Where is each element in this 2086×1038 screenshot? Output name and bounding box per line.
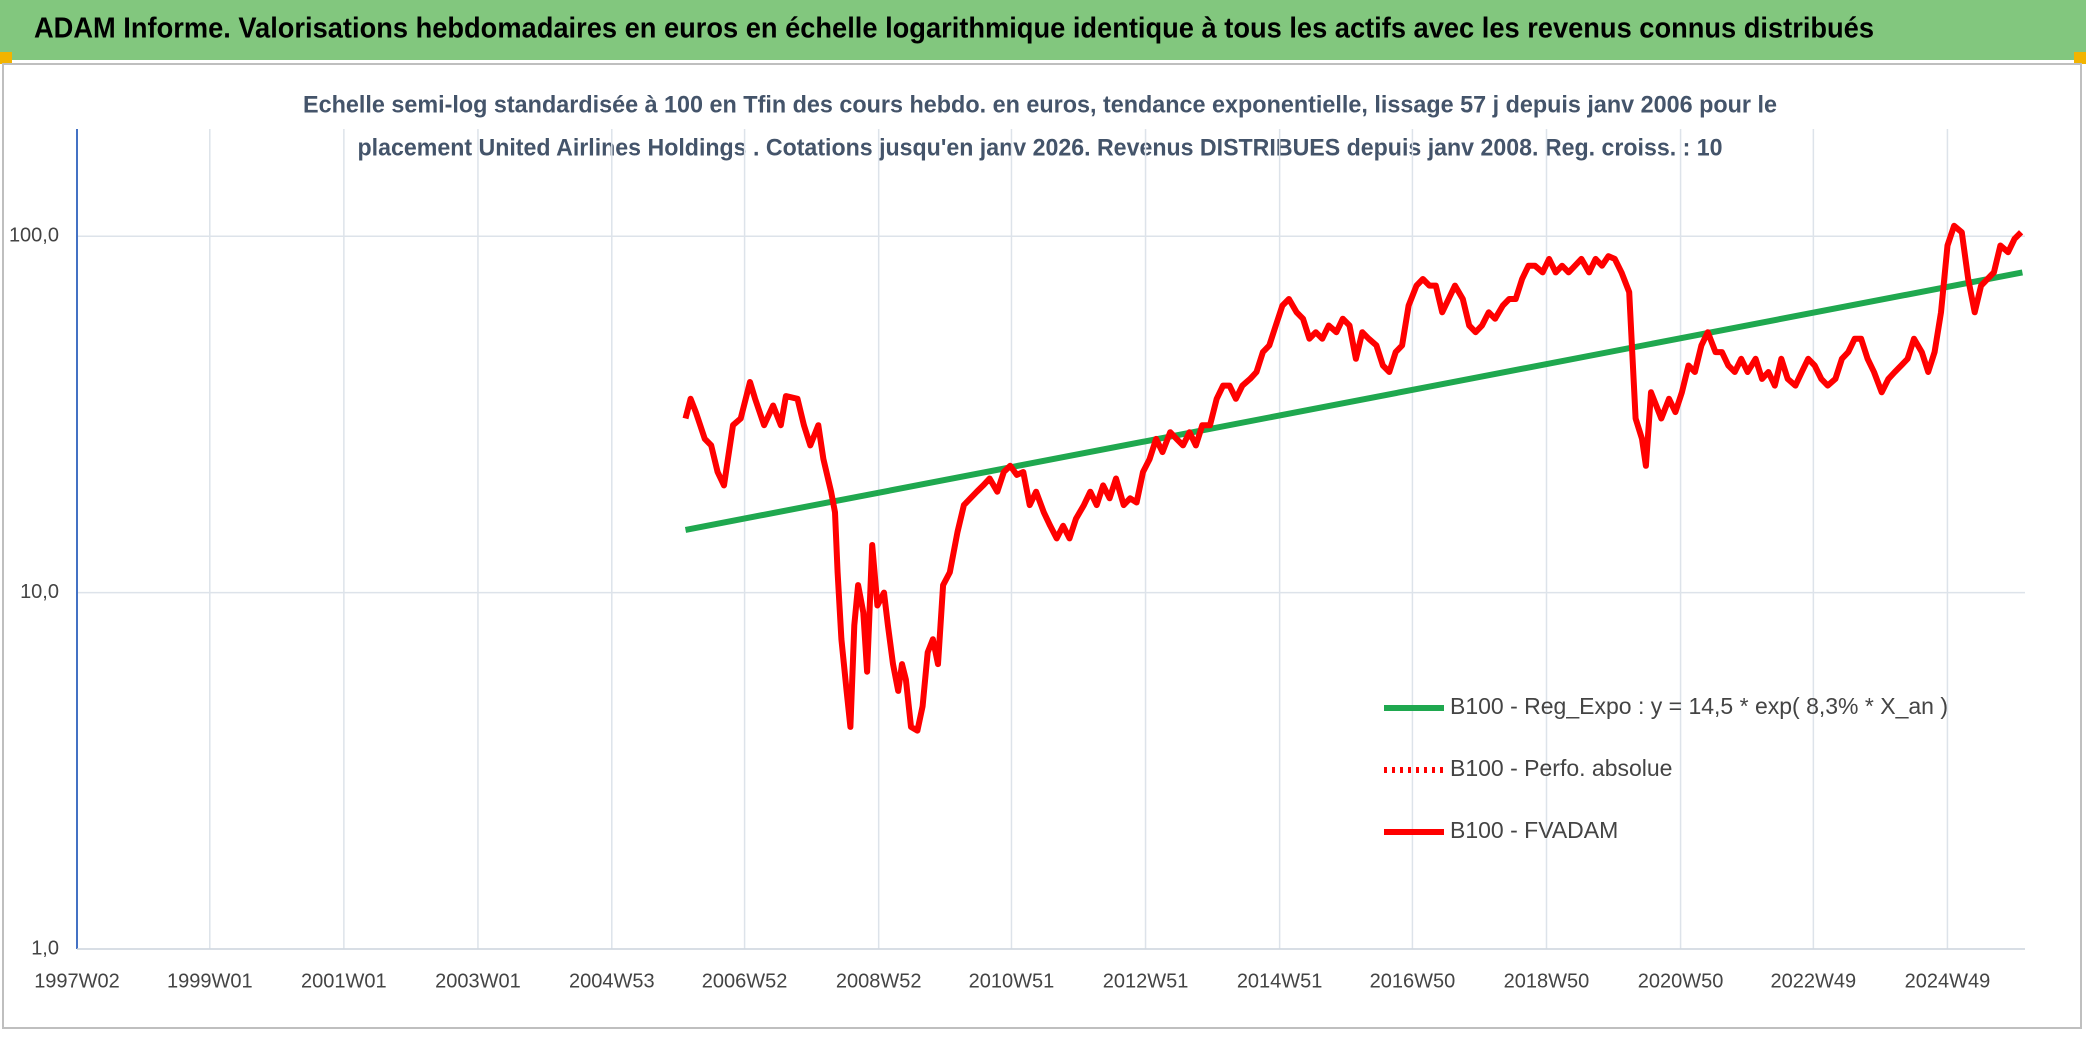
x-tick-label: 2024W49 — [1905, 970, 1991, 992]
x-tick-label: 2018W50 — [1504, 970, 1590, 992]
legend-label: B100 - FVADAM — [1450, 817, 1618, 843]
x-tick-label: 2014W51 — [1237, 970, 1323, 992]
chart-frame — [2, 63, 2082, 1029]
y-tick-label: 10,0 — [20, 581, 59, 603]
corner-left — [0, 52, 12, 64]
x-tick-label: 2006W52 — [702, 970, 788, 992]
x-tick-label: 1997W02 — [34, 970, 120, 992]
y-tick-label: 100,0 — [9, 225, 59, 247]
x-tick-label: 2010W51 — [969, 970, 1055, 992]
x-tick-label: 2016W50 — [1370, 970, 1456, 992]
x-tick-label: 1999W01 — [167, 970, 253, 992]
header-bar — [0, 0, 2086, 60]
x-tick-label: 2022W49 — [1771, 970, 1857, 992]
x-tick-label: 2012W51 — [1103, 970, 1189, 992]
x-tick-label: 2003W01 — [435, 970, 521, 992]
x-tick-label: 2004W53 — [569, 970, 655, 992]
x-tick-label: 2020W50 — [1638, 970, 1724, 992]
y-tick-label: 1,0 — [31, 937, 59, 959]
chart-subtitle: Echelle semi-log standardisée à 100 en T… — [303, 91, 1777, 118]
corner-right — [2074, 52, 2086, 64]
legend-label: B100 - Reg_Expo : y = 14,5 * exp( 8,3% *… — [1450, 693, 1948, 719]
legend-label: B100 - Perfo. absolue — [1450, 755, 1672, 781]
chart-subtitle: placement United Airlines Holdings . Cot… — [358, 134, 1723, 161]
series-line — [684, 269, 2023, 533]
x-tick-label: 2001W01 — [301, 970, 387, 992]
series-line — [682, 222, 2024, 734]
header-title: ADAM Informe. Valorisations hebdomadaire… — [34, 13, 1874, 45]
x-tick-label: 2008W52 — [836, 970, 922, 992]
